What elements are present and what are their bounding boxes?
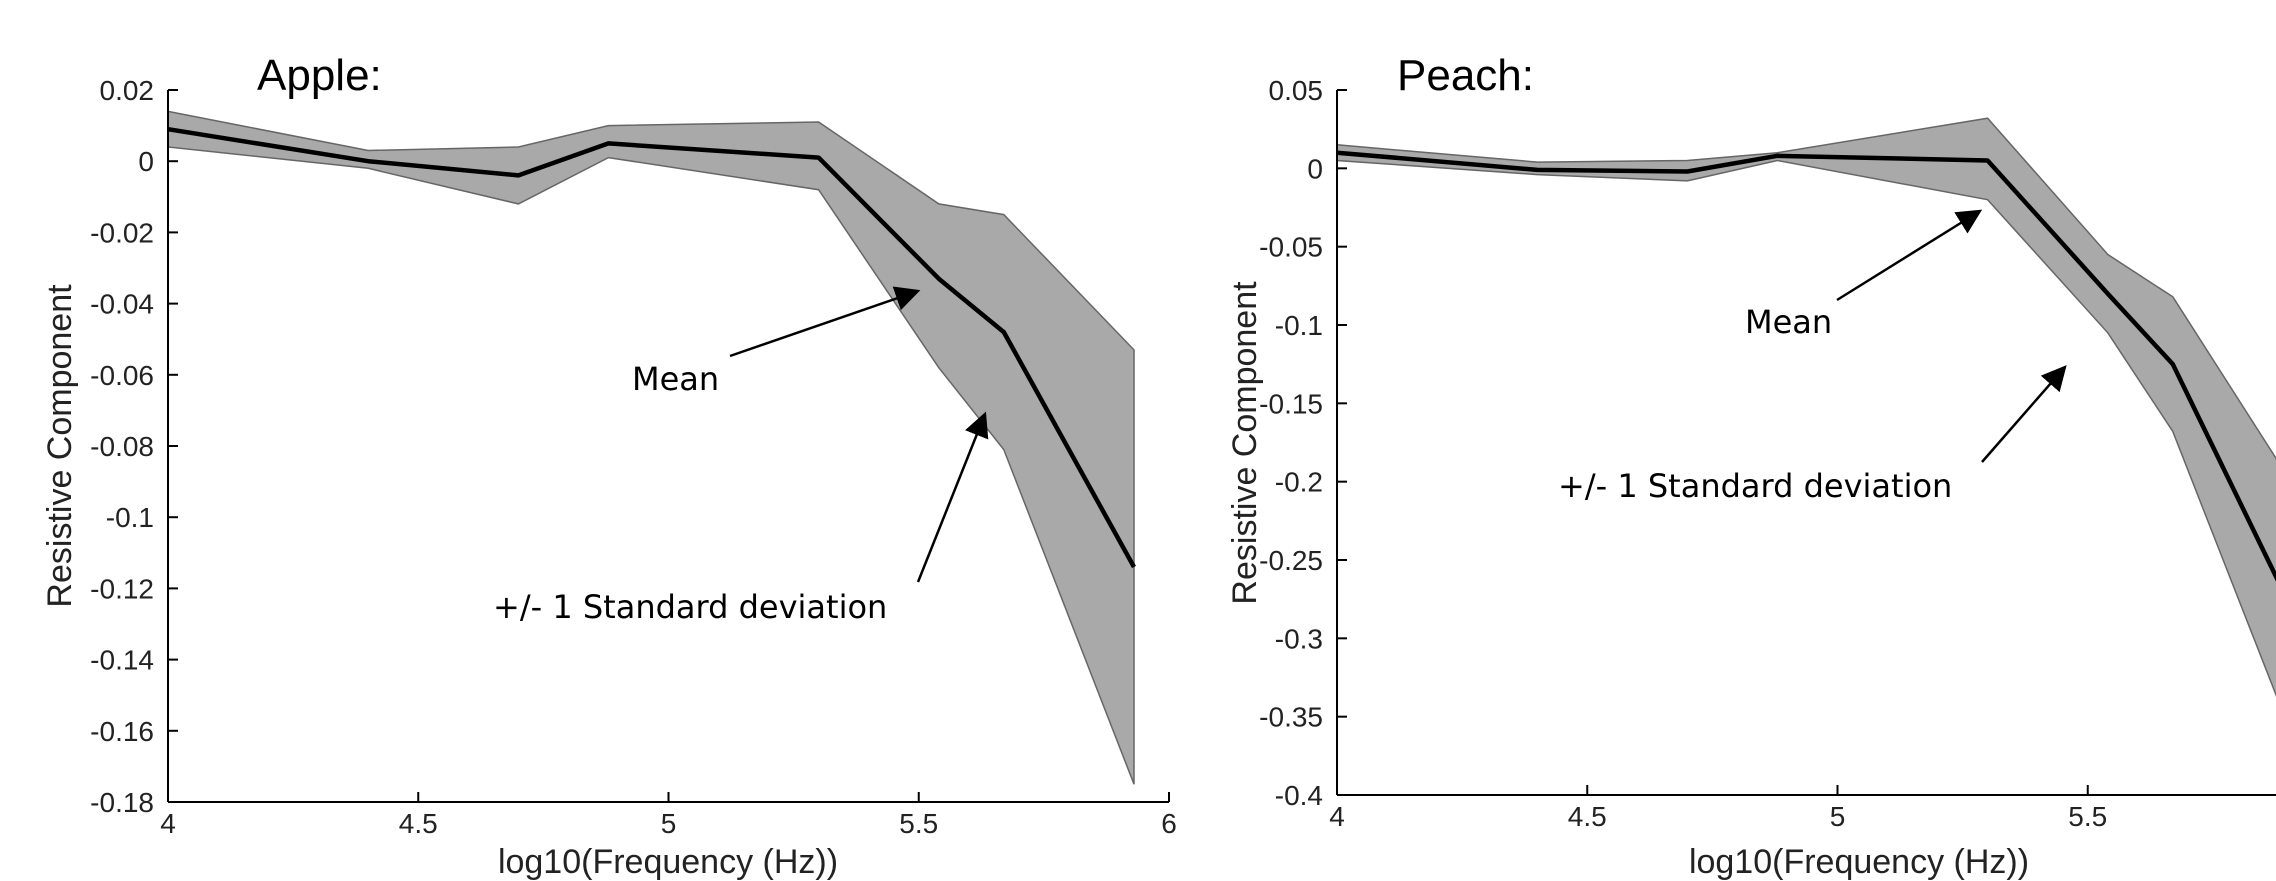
peach-panel-title: Peach: [1397,51,1534,100]
peach-y-tick-label: -0.35 [1259,702,1323,733]
peach-y-tick-label: -0.4 [1275,780,1323,811]
peach-y-tick-label: -0.2 [1275,467,1323,498]
peach-mean-line [1336,150,2276,582]
peach-std-annotation: +/- 1 Standard deviation [1558,467,1952,505]
peach-y-tick-label: -0.05 [1259,232,1323,263]
apple-y-tick-label: -0.1 [106,502,154,533]
apple-x-tick-label: 6 [1161,808,1177,839]
apple-x-tick-label: 4.5 [399,808,438,839]
peach-chart-panel: 4 4.5 5 5.5 0.05 0 -0.05 -0.1 -0.15 -0.2 -0.25 -0.… [1226,51,2276,881]
peach-x-tick-label: 5 [1830,801,1846,832]
apple-x-tick-label: 5 [661,808,677,839]
apple-panel-title: Apple: [257,51,382,100]
peach-x-ticks: 4 4.5 5 5.5 [1329,785,2107,832]
apple-x-tick-label: 5.5 [899,808,938,839]
apple-y-axis-label: Resistive Component [41,284,79,608]
apple-y-tick-label: -0.18 [90,787,154,818]
peach-y-axis-label: Resistive Component [1226,281,1264,605]
apple-mean-annotation: Mean [632,360,719,398]
peach-std-band [1336,117,2276,697]
peach-x-axis-label: log10(Frequency (Hz)) [1689,843,2029,881]
apple-y-tick-label: -0.08 [90,431,154,462]
apple-std-annotation: +/- 1 Standard deviation [493,588,887,626]
apple-std-arrow [916,411,989,583]
peach-y-tick-label: -0.15 [1259,388,1323,419]
apple-x-ticks: 4 4.5 5 5.5 6 [160,792,1177,839]
peach-mean-arrow [1836,209,1983,302]
peach-y-tick-label: -0.25 [1259,545,1323,576]
apple-x-axis-label: log10(Frequency (Hz)) [498,843,838,881]
peach-mean-annotation: Mean [1745,303,1832,341]
apple-y-tick-label: -0.14 [90,645,154,676]
apple-y-tick-label: -0.16 [90,716,154,747]
peach-y-tick-label: 0.05 [1269,75,1324,106]
peach-x-tick-label: 4 [1329,801,1345,832]
apple-y-tick-label: -0.04 [90,289,154,320]
peach-x-tick-label: 5.5 [2068,801,2107,832]
apple-std-band [167,110,1135,785]
peach-y-ticks: 0.05 0 -0.05 -0.1 -0.15 -0.2 -0.25 -0.3 -0.35 -0.… [1259,75,1347,811]
apple-y-tick-label: 0 [138,146,154,177]
apple-y-tick-label: -0.02 [90,217,154,248]
peach-y-tick-label: -0.3 [1275,623,1323,654]
peach-y-tick-label: 0 [1307,153,1323,184]
apple-y-tick-label: -0.06 [90,360,154,391]
apple-mean-arrow [729,286,921,358]
apple-mean-line [167,126,1136,569]
apple-x-tick-label: 4 [160,808,176,839]
apple-y-tick-label: -0.12 [90,573,154,604]
peach-x-tick-label: 4.5 [1568,801,1607,832]
apple-y-ticks: 0.02 0 -0.02 -0.04 -0.06 -0.08 -0.1 -0.12 -0.14 -… [90,75,178,818]
peach-std-arrow [1981,365,2067,463]
apple-chart-panel: 4 4.5 5 5.5 6 0.02 0 -0.02 -0.04 -0.06 -0.08 -0.1 -… [41,51,1177,881]
apple-y-tick-label: 0.02 [100,75,155,106]
peach-y-tick-label: -0.1 [1275,310,1323,341]
